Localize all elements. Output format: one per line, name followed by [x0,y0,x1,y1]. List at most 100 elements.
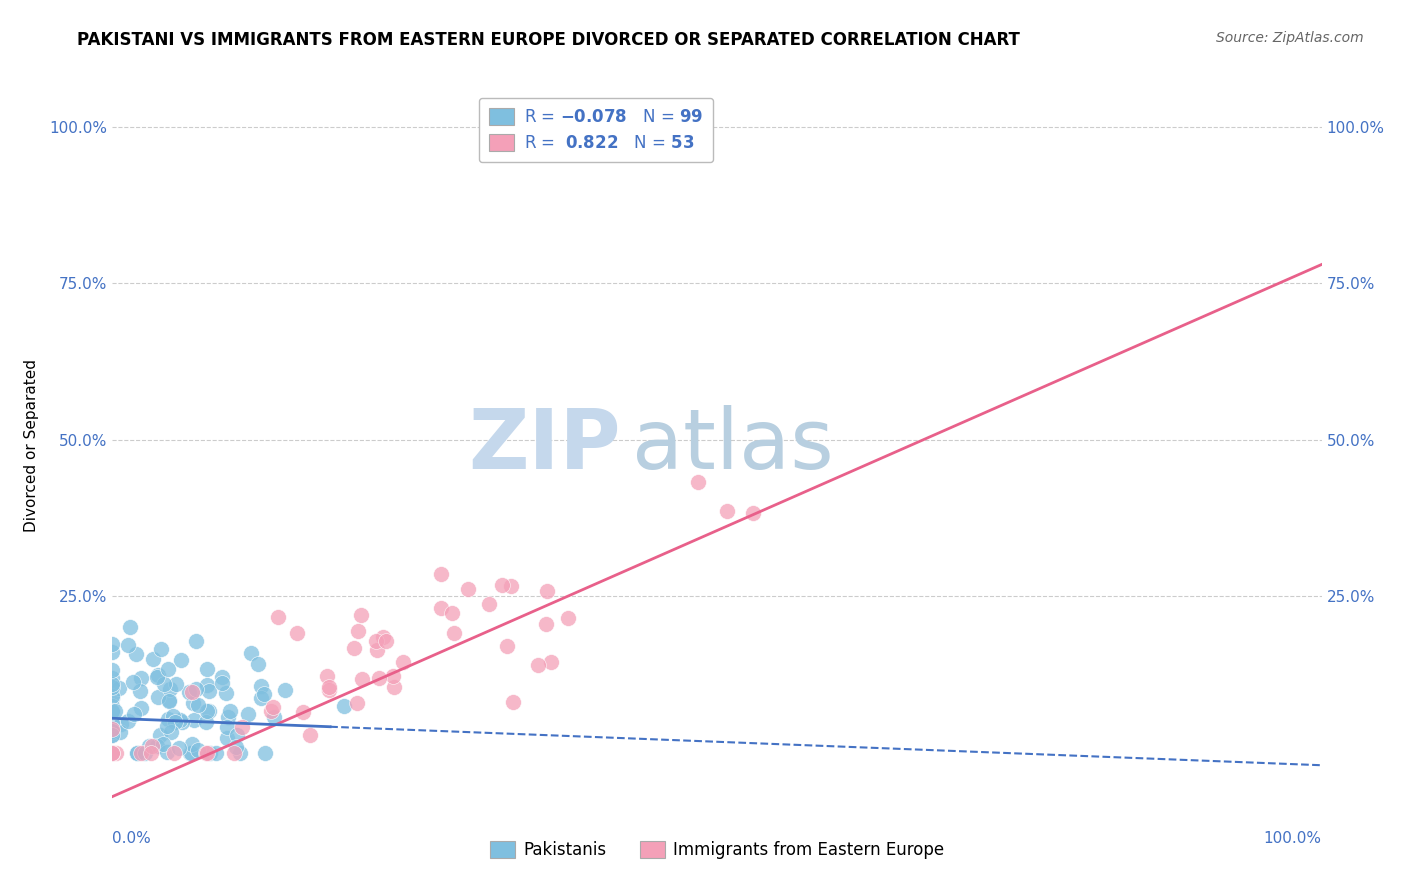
Point [260,704,283,718]
Point [263,709,285,723]
Point [229,746,252,760]
Point [225,728,247,742]
Point [101,689,124,703]
Point [347,624,370,638]
Point [195,678,218,692]
Point [165,676,187,690]
Point [156,718,179,732]
Text: 100.0%: 100.0% [1264,831,1322,847]
Point [298,728,321,742]
Point [157,693,180,707]
Point [491,578,513,592]
Text: Source: ZipAtlas.com: Source: ZipAtlas.com [1216,31,1364,45]
Point [131,672,153,686]
Point [101,703,124,717]
Point [285,625,308,640]
Point [142,651,165,665]
Point [457,582,479,596]
Point [350,607,373,622]
Point [742,506,765,520]
Point [141,739,163,753]
Y-axis label: Divorced or Separated: Divorced or Separated [24,359,38,533]
Point [101,680,124,694]
Point [110,716,132,731]
Point [183,714,205,728]
Point [101,671,124,685]
Point [502,695,524,709]
Point [443,626,465,640]
Point [159,681,181,696]
Point [101,677,124,691]
Point [346,696,368,710]
Point [172,714,194,729]
Point [141,746,163,760]
Point [333,698,356,713]
Point [429,601,451,615]
Point [187,743,209,757]
Point [101,746,124,760]
Point [215,731,238,745]
Point [187,698,209,712]
Point [108,724,131,739]
Point [138,739,160,753]
Point [165,714,187,729]
Point [374,634,396,648]
Point [146,690,169,704]
Point [156,745,179,759]
Point [156,712,179,726]
Point [441,606,464,620]
Point [101,746,124,760]
Point [239,646,262,660]
Point [101,728,124,742]
Point [169,713,191,727]
Point [127,746,149,760]
Text: ZIP: ZIP [468,406,620,486]
Point [350,672,373,686]
Point [195,704,218,718]
Point [101,724,124,739]
Point [125,746,148,760]
Point [180,737,202,751]
Point [195,662,218,676]
Point [231,720,253,734]
Point [122,706,145,721]
Point [540,656,562,670]
Point [688,475,710,490]
Point [526,657,548,672]
Point [430,567,453,582]
Point [101,663,124,677]
Point [501,578,523,592]
Point [149,641,172,656]
Point [382,681,405,695]
Point [316,669,339,683]
Point [219,704,242,718]
Point [170,653,193,667]
Point [101,746,124,760]
Point [253,687,276,701]
Point [367,671,389,685]
Point [392,655,415,669]
Point [101,715,124,730]
Point [105,746,128,760]
Point [250,679,273,693]
Point [716,503,738,517]
Point [181,684,204,698]
Point [211,675,233,690]
Point [197,746,219,760]
Point [217,710,239,724]
Point [249,691,271,706]
Point [382,669,405,683]
Point [274,683,297,698]
Point [184,633,207,648]
Point [236,706,259,721]
Point [101,746,124,760]
Point [121,674,143,689]
Point [146,667,169,681]
Point [534,617,557,632]
Point [253,746,276,760]
Point [167,741,190,756]
Point [215,686,238,700]
Point [195,746,218,760]
Point [129,746,152,760]
Point [128,683,150,698]
